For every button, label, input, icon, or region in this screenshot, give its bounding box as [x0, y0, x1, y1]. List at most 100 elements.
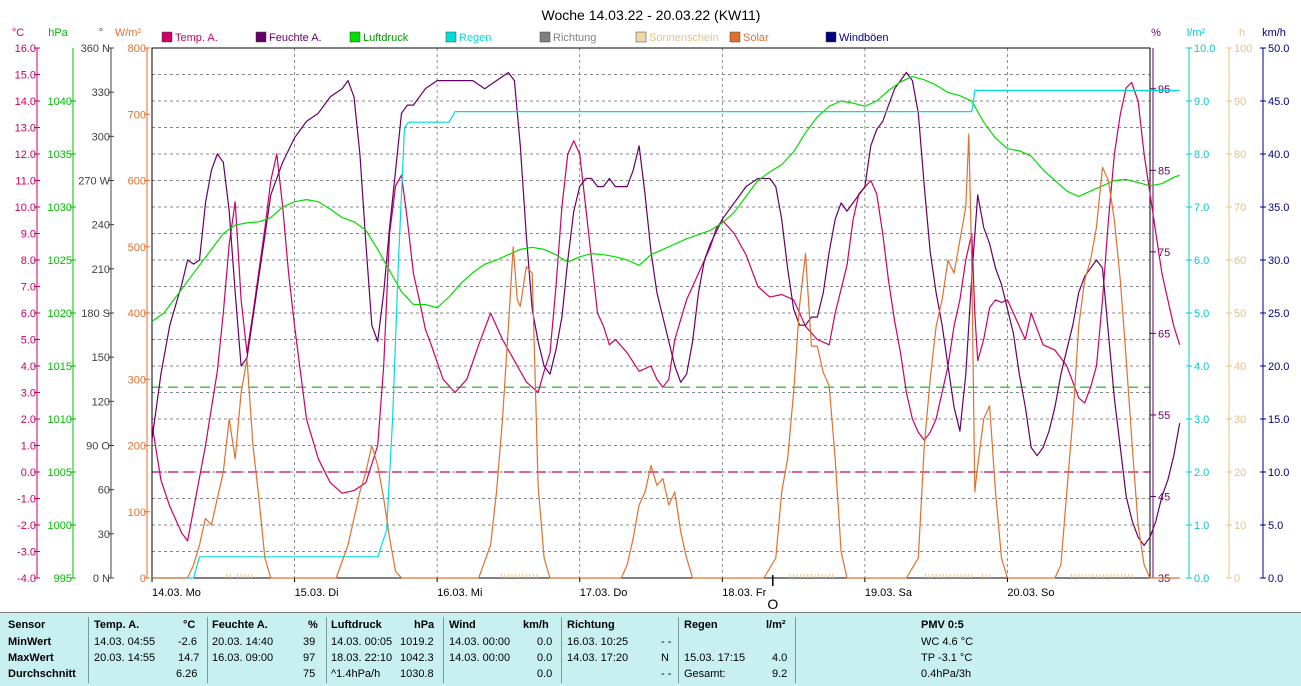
axis-tick-rain: 3.0 — [1194, 414, 1209, 426]
axis-tick-solar: 100 — [128, 507, 146, 519]
stats-header-sensor: Sensor — [8, 619, 46, 631]
axis-tick-wind: 5.0 — [1268, 520, 1283, 532]
stats-press-max-time: 18.03. 22:10 — [331, 652, 393, 664]
stats-dir-max-val: N — [661, 652, 669, 664]
axis-tick-dir: 240 — [92, 220, 110, 232]
axis-tick-wind: 35.0 — [1268, 202, 1289, 214]
axis-tick-press: 1010 — [48, 414, 72, 426]
stats-wind-max-val: 0.0 — [537, 652, 553, 664]
axis-tick-dir: 300 — [92, 131, 110, 143]
stats-hum-max-val: 97 — [303, 652, 316, 664]
axis-unit-temp: °C — [12, 27, 24, 39]
x-tick-label: 14.03. Mo — [152, 587, 201, 599]
stats-rain-unit: l/m² — [766, 619, 786, 631]
legend-label: Solar — [743, 32, 769, 44]
axis-tick-press: 1020 — [48, 308, 72, 320]
axis-unit-hum: % — [1151, 27, 1161, 39]
axis-tick-temp: 8.0 — [21, 255, 36, 267]
stats-press-unit: hPa — [414, 619, 435, 631]
axis-unit-press: hPa — [48, 27, 68, 39]
axis-tick-dir: 90 O — [86, 441, 110, 453]
x-tick-label: 20.03. So — [1007, 587, 1054, 599]
stats-wind-unit: km/h — [523, 619, 549, 631]
legend-label: Richtung — [553, 32, 596, 44]
stats-press-min-val: 1019.2 — [400, 636, 434, 648]
legend-label: Feuchte A. — [269, 32, 322, 44]
legend-swatch — [729, 31, 741, 43]
axis-tick-solar: 0 — [140, 573, 146, 585]
axis-tick-press: 1040 — [48, 96, 72, 108]
axis-tick-temp: 16.0 — [15, 43, 36, 55]
stats-hum-min-time: 20.03. 14:40 — [212, 636, 274, 648]
stats-wind-avg: 0.0 — [537, 668, 553, 680]
stats-pmv-title: PMV 0:5 — [921, 619, 964, 631]
axis-tick-press: 1035 — [48, 149, 72, 161]
stats-press-trend: ^1.4hPa/h — [331, 668, 381, 680]
axis-tick-hum: 85 — [1158, 165, 1170, 177]
stats-hum-title: Feuchte A. — [212, 619, 268, 631]
legend-label: Temp. A. — [175, 32, 218, 44]
axis-tick-rain: 7.0 — [1194, 202, 1209, 214]
axis-tick-wind: 0.0 — [1268, 573, 1283, 585]
axis-tick-rain: 6.0 — [1194, 255, 1209, 267]
stats-pmv-tp: TP -3.1 °C — [921, 652, 973, 664]
axis-tick-press: 1025 — [48, 255, 72, 267]
axis-tick-temp: 5.0 — [21, 335, 36, 347]
axis-tick-solar: 700 — [128, 109, 146, 121]
axis-tick-sun: 20 — [1234, 467, 1246, 479]
axis-tick-solar: 300 — [128, 374, 146, 386]
axis-tick-dir: 150 — [92, 352, 110, 364]
axis-unit-dir: ° — [99, 27, 103, 39]
axis-tick-sun: 10 — [1234, 520, 1246, 532]
axis-tick-solar: 500 — [128, 242, 146, 254]
axis-tick-rain: 2.0 — [1194, 467, 1209, 479]
axis-tick-temp: 9.0 — [21, 229, 36, 241]
axis-unit-wind: km/h — [1262, 27, 1286, 39]
stats-wind-min-time: 14.03. 00:00 — [449, 636, 511, 648]
x-axis-labels: 14.03. Mo 15.03. Di 16.03. Mi 17.03. Do 18.0… — [151, 575, 1055, 612]
axis-tick-hum: 65 — [1158, 328, 1170, 340]
axis-tick-temp: 13.0 — [15, 123, 36, 135]
stats-temp-unit: °C — [183, 619, 196, 631]
legend-swatch — [539, 31, 551, 43]
stats-wind-min-val: 0.0 — [537, 636, 553, 648]
axis-tick-solar: 800 — [128, 43, 146, 55]
axis-tick-press: 995 — [54, 573, 72, 585]
axis-tick-temp: 7.0 — [21, 282, 36, 294]
axis-tick-press: 1000 — [48, 520, 72, 532]
axis-tick-temp: 12.0 — [15, 149, 36, 161]
legend: Temp. A. Feuchte A. Luftdruck Regen Richtung… — [161, 31, 889, 44]
axis-tick-hum: 75 — [1158, 247, 1170, 259]
axis-tick-dir: 270 W — [78, 176, 110, 188]
stats-header-durchschnitt: Durchschnitt — [8, 668, 76, 680]
legend-swatch — [161, 31, 173, 43]
legend-label: Luftdruck — [363, 32, 409, 44]
stats-rain-title: Regen — [684, 619, 718, 631]
stats-temp-avg: 6.26 — [176, 668, 198, 680]
stats-hum-unit: % — [308, 619, 318, 631]
axis-unit-solar: W/m² — [115, 27, 142, 39]
axis-tick-temp: -3.0 — [17, 547, 36, 559]
series-line-solar — [152, 133, 1180, 579]
legend-swatch — [349, 31, 361, 43]
axis-tick-temp: 0.0 — [21, 467, 36, 479]
axis-tick-temp: 10.0 — [15, 202, 36, 214]
stats-hum-max-time: 16.03. 09:00 — [212, 652, 274, 664]
stats-rain-total-label: Gesamt: — [684, 668, 726, 680]
axis-tick-rain: 5.0 — [1194, 308, 1209, 320]
axis-tick-temp: -4.0 — [17, 573, 36, 585]
stats-temp-min-time: 14.03. 04:55 — [94, 636, 156, 648]
axis-tick-rain: 1.0 — [1194, 520, 1209, 532]
legend-label: Sonnenschein — [649, 32, 719, 44]
axis-tick-sun: 40 — [1234, 361, 1246, 373]
stats-temp-title: Temp. A. — [94, 619, 140, 631]
axis-tick-wind: 40.0 — [1268, 149, 1289, 161]
legend-swatch — [255, 31, 267, 43]
stats-header-maxwert: MaxWert — [8, 652, 54, 664]
stats-dir-max-time: 14.03. 17:20 — [567, 652, 629, 664]
axis-tick-hum: 55 — [1158, 410, 1170, 422]
axis-tick-dir: 330 — [92, 87, 110, 99]
axis-tick-temp: 4.0 — [21, 361, 36, 373]
plot-frame — [151, 47, 1151, 579]
series-line-regen — [152, 89, 1180, 579]
